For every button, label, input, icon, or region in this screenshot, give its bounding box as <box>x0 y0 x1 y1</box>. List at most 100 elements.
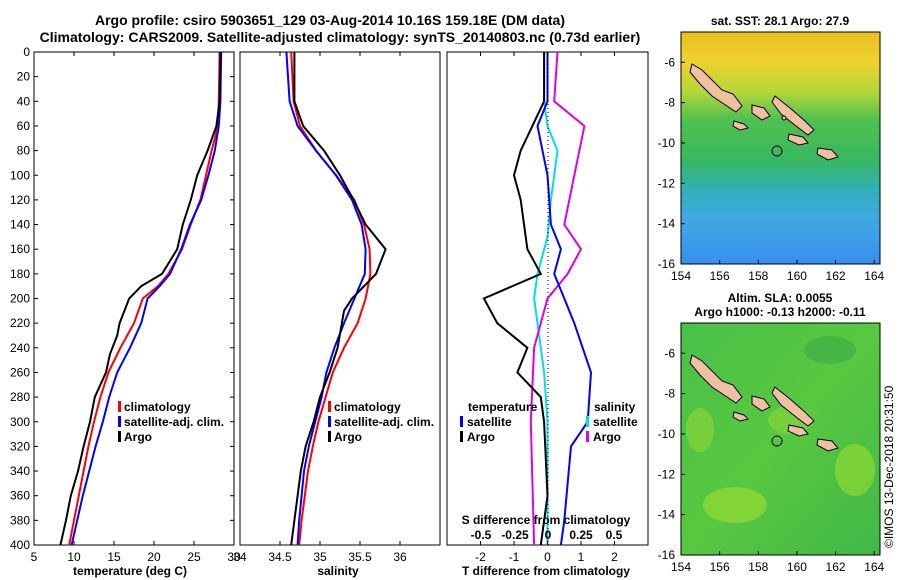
depth-tick-label: 0 <box>23 45 30 59</box>
depth-tick-label: 380 <box>10 513 30 527</box>
lon-tick-label: 158 <box>748 269 768 283</box>
s-diff-label: S difference from climatology <box>462 513 631 527</box>
depth-tick-label: 100 <box>10 168 30 182</box>
lat-tick-label: -6 <box>664 55 675 69</box>
x-tick-label: 15 <box>107 550 121 564</box>
sal-legend-sat: satellite-adj. clim. <box>334 415 434 429</box>
diff-legend-s-argo: Argo <box>593 430 621 444</box>
x-tick-label: 1 <box>578 550 585 564</box>
sla-islands <box>689 354 839 452</box>
temperature-panel: 0204060801001201401601802002202402602803… <box>10 45 648 578</box>
x-tick-label: 20 <box>147 550 161 564</box>
s-diff-tick-label: 0.25 <box>569 528 593 542</box>
series-satellite-adj-clim- <box>70 51 223 546</box>
series-t-satellite <box>533 52 559 545</box>
lat-tick-label: -12 <box>658 467 676 481</box>
lat-tick-label: -8 <box>664 387 675 401</box>
lon-tick-label: 162 <box>826 269 846 283</box>
salinity-frame <box>239 51 441 546</box>
depth-tick-label: 300 <box>10 415 30 429</box>
temperature-xlabel: temperature (deg C) <box>73 564 187 578</box>
diff-legend-salinity: salinity <box>594 400 636 414</box>
x-tick-label: 34 <box>233 550 247 564</box>
lon-tick-label: 160 <box>787 269 807 283</box>
depth-tick-label: 340 <box>10 464 30 478</box>
s-diff-tick-label: -0.5 <box>471 528 492 542</box>
imos-stamp: ©IMOS 13-Dec-2018 20:31:50 <box>882 385 896 548</box>
s-diff-tick-label: 0 <box>545 528 552 542</box>
lat-tick-label: -16 <box>658 257 676 271</box>
series-satellite-adj-clim- <box>285 51 367 546</box>
temperature-frame <box>33 51 235 546</box>
lon-tick-label: 160 <box>787 560 807 574</box>
sst-map-title: sat. SST: 28.1 Argo: 27.9 <box>711 14 850 28</box>
title-line2: Climatology: CARS2009. Satellite-adjuste… <box>40 29 641 45</box>
x-tick-label: 5 <box>31 550 38 564</box>
series-argo <box>59 51 222 546</box>
lat-tick-label: -14 <box>658 217 676 231</box>
depth-tick-label: 260 <box>10 365 30 379</box>
series-s-argo <box>536 52 593 546</box>
depth-tick-label: 400 <box>10 538 30 552</box>
depth-tick-label: 160 <box>10 242 30 256</box>
x-tick-label: -1 <box>509 550 520 564</box>
sst-argo-marker <box>771 145 783 157</box>
sla-argo-marker <box>771 435 783 447</box>
sla-map-title: Altim. SLA: 0.0055 <box>728 291 833 305</box>
lon-tick-label: 162 <box>826 560 846 574</box>
series-climatology <box>68 51 221 546</box>
diff-legend-s-satellite: satellite <box>593 415 638 429</box>
diff-legend-t-satellite: satellite <box>467 415 512 429</box>
lat-tick-label: -14 <box>658 508 676 522</box>
depth-tick-label: 360 <box>10 489 30 503</box>
depth-tick-label: 20 <box>17 70 31 84</box>
lon-tick-label: 158 <box>748 560 768 574</box>
sla-patches <box>686 336 875 523</box>
sal-legend-clim: climatology <box>334 400 401 414</box>
depth-tick-label: 80 <box>17 144 31 158</box>
x-tick-label: 36 <box>393 550 407 564</box>
x-tick-label: 35.5 <box>348 550 372 564</box>
x-tick-label: 35 <box>313 550 327 564</box>
series-argo <box>290 52 387 546</box>
temp-legend-sat: satellite-adj. clim. <box>124 415 224 429</box>
sal-legend-argo: Argo <box>334 430 362 444</box>
lat-tick-label: -8 <box>664 96 675 110</box>
diff-legend-temperature: temperature <box>468 400 538 414</box>
series-s-satellite <box>529 51 586 546</box>
sst-map-panel: sat. SST: 28.1 Argo: 27.9 -6 -8 -10 -12 -14 -… <box>658 14 885 283</box>
x-tick-label: 34.5 <box>268 550 292 564</box>
lat-tick-label: -16 <box>658 548 676 562</box>
depth-tick-label: 180 <box>10 267 30 281</box>
lat-tick-label: -10 <box>658 427 676 441</box>
salinity-xlabel: salinity <box>317 564 359 578</box>
lon-tick-label: 154 <box>671 269 691 283</box>
depth-tick-label: 60 <box>17 119 31 133</box>
lat-tick-label: -12 <box>658 176 676 190</box>
depth-tick-label: 120 <box>10 193 30 207</box>
temp-legend-argo: Argo <box>124 430 152 444</box>
lon-tick-label: 156 <box>710 560 730 574</box>
sst-map-frame <box>680 31 881 265</box>
lon-tick-label: 164 <box>864 560 884 574</box>
sla-map-subtitle: Argo h1000: -0.13 h2000: -0.11 <box>694 305 866 319</box>
lon-tick-label: 164 <box>864 269 884 283</box>
lat-tick-label: -10 <box>658 136 676 150</box>
sla-map-panel: Altim. SLA: 0.0055 Argo h1000: -0.13 h20… <box>658 291 885 574</box>
difference-legend: temperature satellite Argo salinity sate… <box>460 400 638 444</box>
x-tick-label: 2 <box>611 550 618 564</box>
temperature-legend: climatology satellite-adj. clim. Argo <box>118 400 224 444</box>
depth-tick-label: 140 <box>10 218 30 232</box>
title-line1: Argo profile: csiro 5903651_129 03-Aug-2… <box>95 12 565 28</box>
x-tick-label: 10 <box>67 550 81 564</box>
lon-tick-label: 156 <box>710 269 730 283</box>
t-diff-xlabel: T difference from climatology <box>462 564 630 578</box>
series-t-argo <box>482 52 549 546</box>
depth-tick-label: 40 <box>17 94 31 108</box>
x-tick-label: -2 <box>475 550 486 564</box>
x-tick-label: 25 <box>187 550 201 564</box>
temp-legend-clim: climatology <box>124 400 191 414</box>
salinity-panel: 34 34.5 35 35.5 36 climatology satellite-adj… <box>233 51 441 578</box>
salinity-legend: climatology satellite-adj. clim. Argo <box>328 400 434 444</box>
